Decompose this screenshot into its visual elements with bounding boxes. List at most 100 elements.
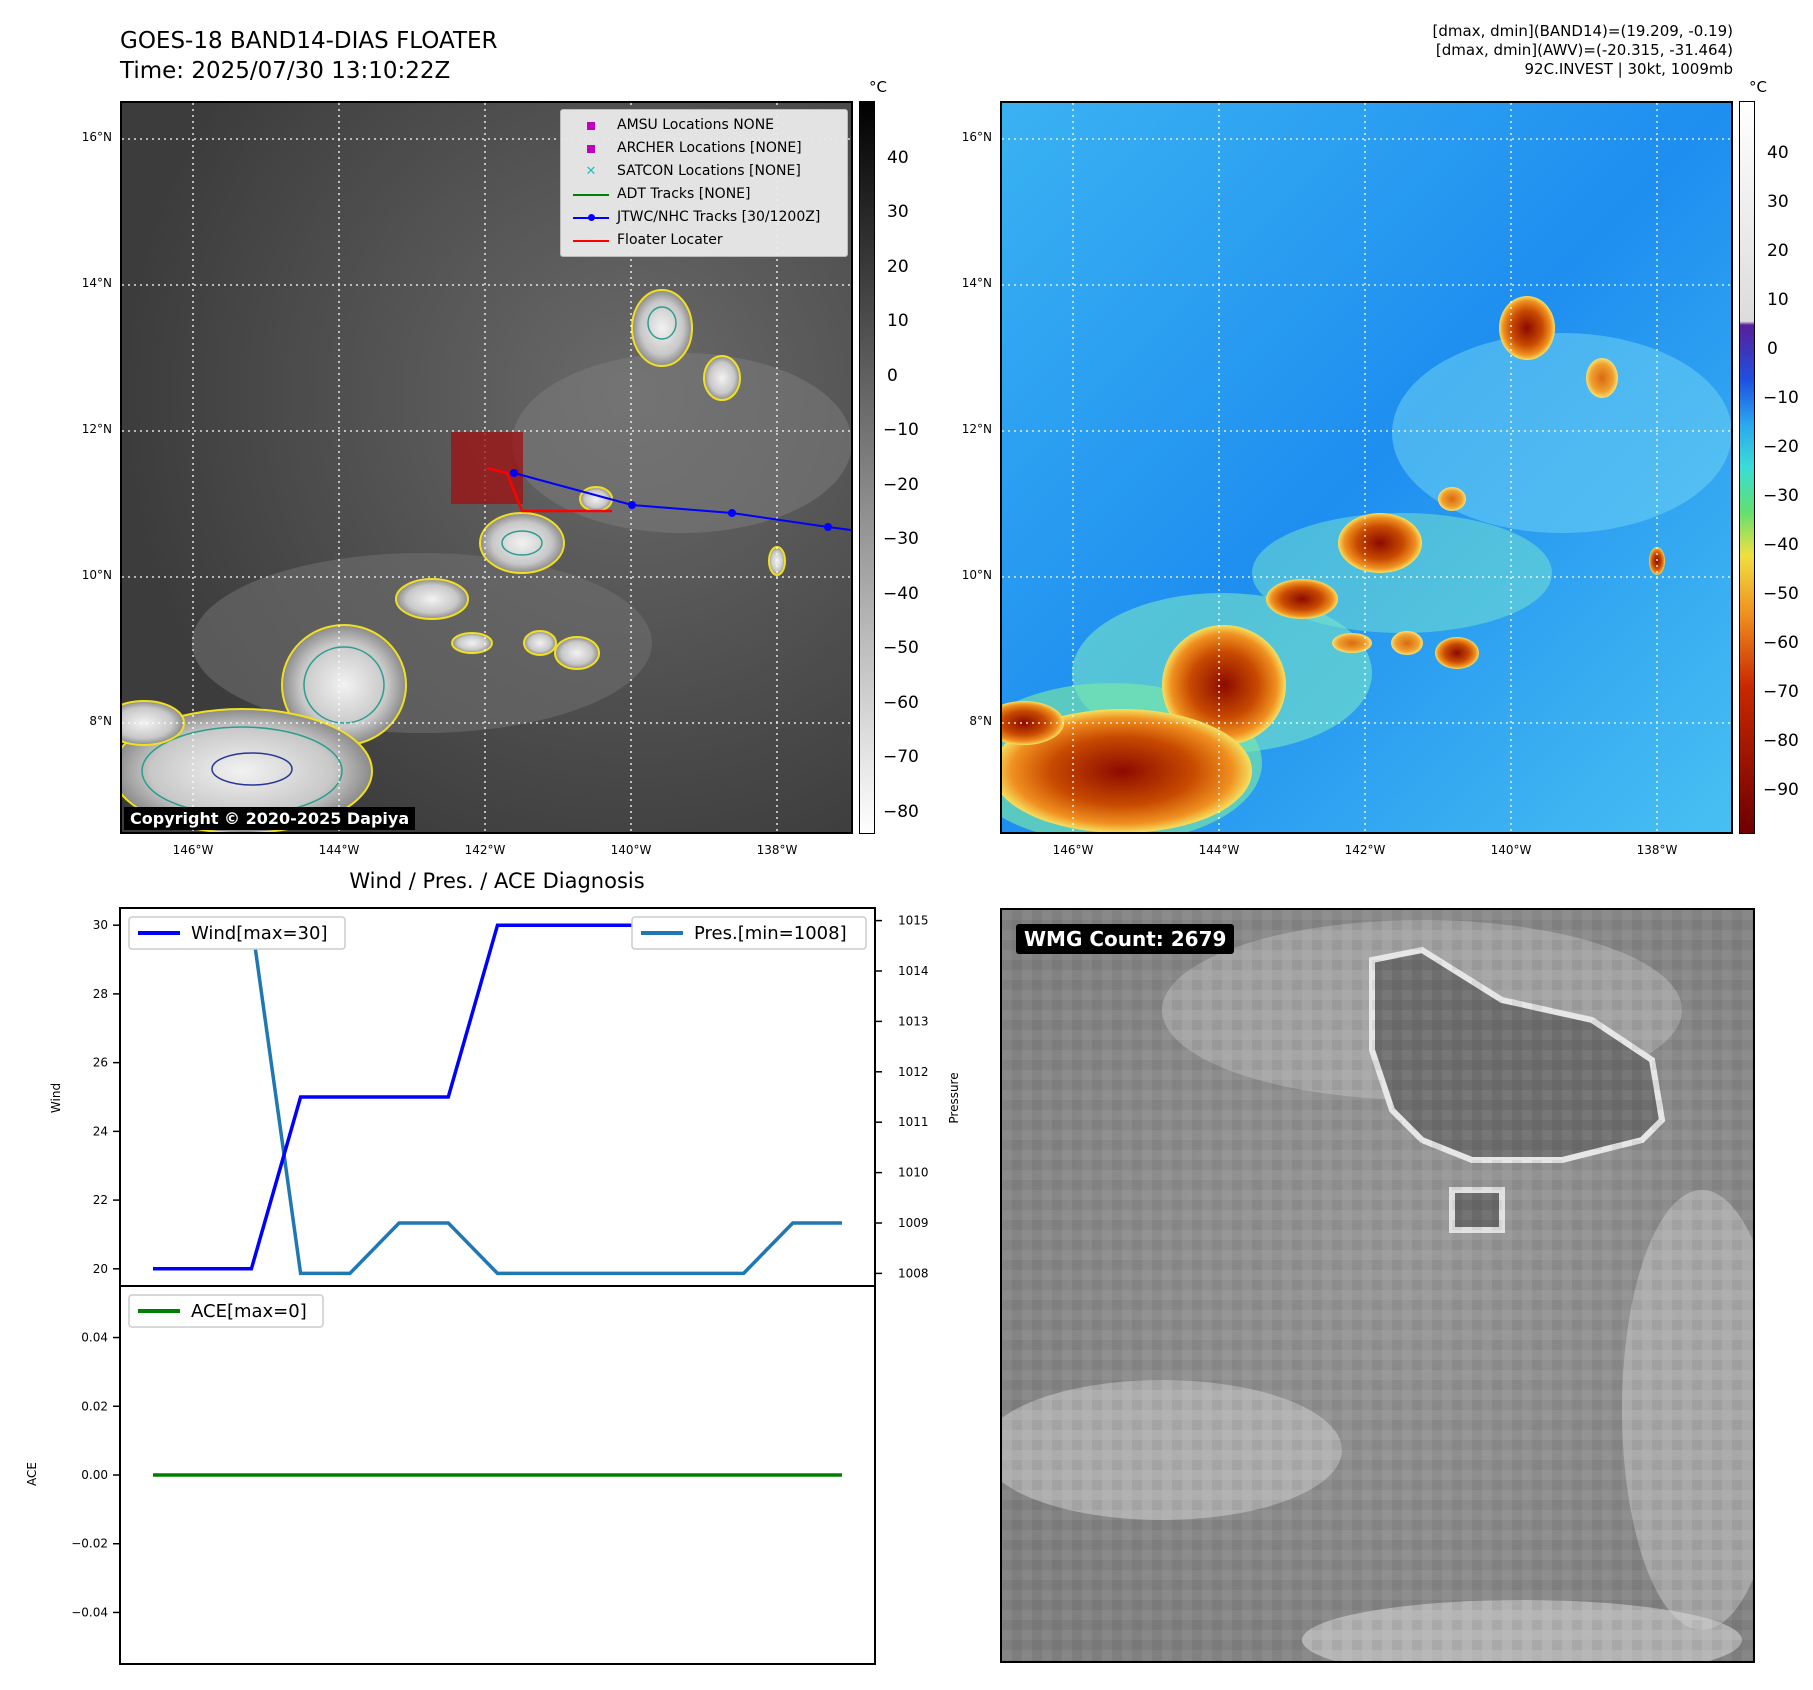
- ace-tick-label: −0.02: [71, 1537, 108, 1551]
- lon-tick-140-right: 140°W: [1491, 843, 1532, 857]
- wind-tick-label: 20: [93, 1262, 108, 1276]
- lat-tick-10-right: 10°N: [962, 568, 992, 582]
- pressure-tick-label: 1012: [898, 1065, 929, 1079]
- awv-cb-tick: −80: [1763, 731, 1799, 751]
- legend-floater: Floater Locater: [569, 229, 839, 252]
- wmg-count-badge: WMG Count: 2679: [1016, 924, 1235, 954]
- satcon-marker-icon: ✕: [585, 164, 597, 179]
- pressure-series-line: [153, 918, 842, 1276]
- ir-colorbar-ticks: 40 30 20 10 0 −10 −20 −30 −40 −50 −60 −7…: [883, 148, 919, 822]
- ir-cb-tick: 10: [887, 311, 909, 331]
- storm-summary: 92C.INVEST | 30kt, 1009mb: [1524, 60, 1733, 78]
- wmg-image: [1002, 910, 1753, 1661]
- ir-cb-tick: 20: [887, 257, 909, 277]
- lat-tick-14: 14°N: [82, 276, 112, 290]
- lon-tick-144-right: 144°W: [1199, 843, 1240, 857]
- ir-cb-tick: −80: [883, 802, 919, 822]
- awv-cb-tick: 40: [1767, 143, 1789, 163]
- ace-tick-label: −0.04: [71, 1605, 108, 1619]
- pressure-axis-label: Pressure: [947, 1072, 961, 1123]
- ir-cb-tick: 40: [887, 148, 909, 168]
- enhanced-map-panel: [1000, 101, 1733, 834]
- jtwc-track-points: [510, 469, 832, 531]
- legend-jtwc: JTWC/NHC Tracks [30/1200Z]: [569, 206, 839, 229]
- diagnosis-title: Wind / Pres. / ACE Diagnosis: [349, 869, 644, 893]
- ir-colorbar-unit: °C: [869, 78, 887, 96]
- lat-tick-16: 16°N: [82, 130, 112, 144]
- awv-cb-tick: 20: [1767, 241, 1789, 261]
- ir-cb-tick: 30: [887, 202, 909, 222]
- wind-pres-axes: [119, 907, 876, 1287]
- ir-cb-tick: −40: [883, 584, 919, 604]
- pressure-tick-label: 1014: [898, 964, 929, 978]
- ace-ticks: 0.04 0.02 0.00 −0.02 −0.04: [71, 1331, 120, 1619]
- floater-locater-line: [486, 466, 612, 513]
- pressure-ticks: 1015 1014 1013 1012 1011 1010 1009 1008: [875, 914, 929, 1280]
- lon-tick-138: 138°W: [757, 843, 798, 857]
- storm-info-block: [dmax, dmin](BAND14)=(19.209, -0.19) [dm…: [1433, 22, 1733, 79]
- legend-amsu: AMSU Locations NONE: [569, 114, 839, 137]
- lat-tick-12-right: 12°N: [962, 422, 992, 436]
- pressure-tick-label: 1011: [898, 1115, 929, 1129]
- ir-cb-tick: −70: [883, 747, 919, 767]
- figure-time: Time: 2025/07/30 13:10:22Z: [120, 58, 451, 84]
- wind-legend-label: Wind[max=30]: [191, 923, 328, 944]
- awv-cb-tick: −90: [1763, 780, 1799, 800]
- ir-cb-tick: 0: [887, 366, 898, 386]
- awv-cb-tick: −50: [1763, 584, 1799, 604]
- ace-tick-label: 0.02: [81, 1399, 108, 1413]
- diagnosis-chart: Wind / Pres. / ACE Diagnosis Wind Pressu…: [25, 869, 961, 1665]
- ace-axis-label: ACE: [25, 1462, 39, 1486]
- pres-legend-label: Pres.[min=1008]: [694, 923, 847, 944]
- enhanced-colorbar-unit: °C: [1749, 78, 1767, 96]
- ir-cb-tick: −50: [883, 638, 919, 658]
- amsu-marker-icon: [569, 114, 613, 137]
- legend-archer: ARCHER Locations [NONE]: [569, 137, 839, 160]
- lat-tick-12: 12°N: [82, 422, 112, 436]
- lon-tick-138-right: 138°W: [1637, 843, 1678, 857]
- wmg-panel: WMG Count: 2679: [1000, 908, 1755, 1663]
- legend-satcon: ✕ SATCON Locations [NONE]: [569, 160, 839, 183]
- awv-cb-tick: −20: [1763, 437, 1799, 457]
- awv-cb-tick: 0: [1767, 339, 1778, 359]
- awv-cb-tick: −70: [1763, 682, 1799, 702]
- ir-cb-tick: −30: [883, 529, 919, 549]
- awv-cb-tick: 10: [1767, 290, 1789, 310]
- awv-cb-tick: 30: [1767, 192, 1789, 212]
- enhanced-colorbar-ticks: 40 30 20 10 0 −10 −20 −30 −40 −50 −60 −7…: [1763, 143, 1799, 800]
- convective-cells: [122, 289, 786, 832]
- band14-range: [dmax, dmin](BAND14)=(19.209, -0.19): [1432, 22, 1733, 40]
- figure-title: GOES-18 BAND14-DIAS FLOATER: [120, 28, 498, 54]
- legend-adt: ADT Tracks [NONE]: [569, 183, 839, 206]
- awv-cb-tick: −40: [1763, 535, 1799, 555]
- ir-cb-tick: −10: [883, 420, 919, 440]
- lat-tick-8-right: 8°N: [969, 714, 992, 728]
- lon-tick-144: 144°W: [319, 843, 360, 857]
- wind-ticks: 30 28 26 24 22 20: [93, 918, 120, 1276]
- lon-tick-146: 146°W: [173, 843, 214, 857]
- diagnosis-series: [153, 918, 842, 1477]
- floater-line-icon: [569, 229, 613, 252]
- wind-axis-label: Wind: [49, 1083, 63, 1113]
- awv-cb-tick: −60: [1763, 633, 1799, 653]
- wind-tick-label: 26: [93, 1056, 108, 1070]
- wind-legend: Wind[max=30]: [128, 916, 346, 950]
- archer-marker-icon: [569, 137, 613, 160]
- ir-map-panel: AMSU Locations NONE ARCHER Locations [NO…: [120, 101, 853, 834]
- pressure-tick-label: 1009: [898, 1216, 929, 1230]
- jtwc-line-dot-icon: [569, 206, 613, 229]
- pressure-tick-label: 1008: [898, 1266, 929, 1280]
- wind-tick-label: 30: [93, 918, 108, 932]
- ace-legend-label: ACE[max=0]: [191, 1301, 307, 1322]
- wind-series-line: [153, 923, 842, 1271]
- wind-tick-label: 22: [93, 1193, 108, 1207]
- awv-range: [dmax, dmin](AWV)=(-20.315, -31.464): [1435, 41, 1733, 59]
- lon-tick-140: 140°W: [611, 843, 652, 857]
- lat-tick-10: 10°N: [82, 568, 112, 582]
- pressure-tick-label: 1013: [898, 1014, 929, 1028]
- ace-legend: ACE[max=0]: [128, 1294, 324, 1328]
- ir-cb-tick: −60: [883, 693, 919, 713]
- copyright-label: Copyright © 2020-2025 Dapiya: [124, 807, 416, 830]
- lat-tick-8: 8°N: [89, 714, 112, 728]
